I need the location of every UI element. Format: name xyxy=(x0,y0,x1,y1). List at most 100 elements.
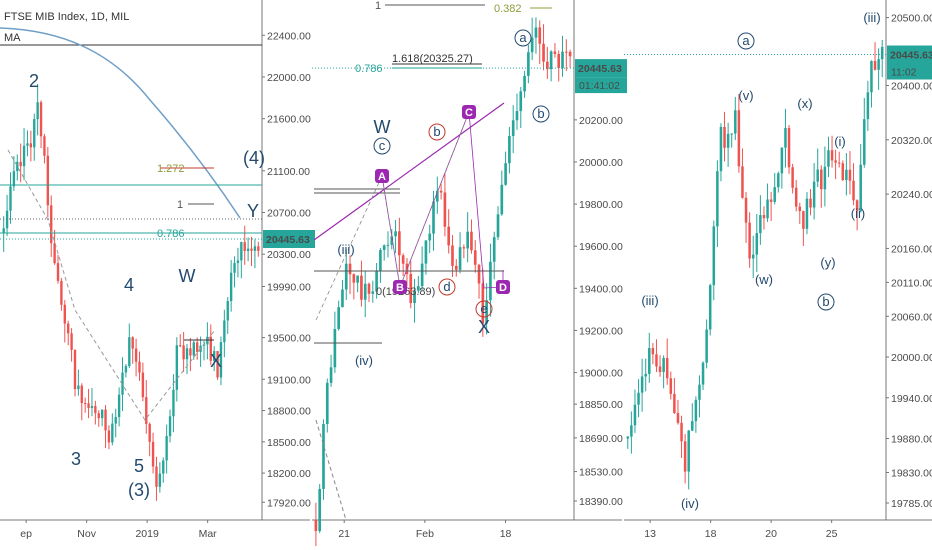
candle-body xyxy=(640,376,644,393)
candle-body xyxy=(145,397,148,424)
candle-body xyxy=(466,231,469,249)
candle-body xyxy=(253,246,257,251)
triangle-label-d: D xyxy=(496,280,510,294)
dashed-decline xyxy=(315,419,347,521)
candle-body xyxy=(557,53,561,68)
price-tick-label: 20500.00 xyxy=(891,13,932,25)
candle-body xyxy=(644,373,647,377)
candle-body xyxy=(124,366,128,373)
fib-1-label: 1 xyxy=(375,0,381,12)
candle-body xyxy=(443,192,447,227)
candle-body xyxy=(117,394,121,418)
candle-body xyxy=(852,180,855,201)
triangle-label-d-bg xyxy=(496,280,510,294)
price-tick-label: 18530.00 xyxy=(579,467,623,479)
moving-average-line xyxy=(0,27,241,219)
current-price-tag: 20445.63 xyxy=(263,230,315,249)
wave-label: X xyxy=(478,317,490,337)
candle-body xyxy=(87,403,90,408)
countdown-bg xyxy=(887,63,932,80)
candle-body xyxy=(83,403,87,405)
candle-body xyxy=(212,351,216,361)
wave-label-b-ring xyxy=(817,293,835,311)
wave-label-b: b xyxy=(428,123,446,141)
candle-body xyxy=(243,242,246,251)
candle-body xyxy=(219,342,223,378)
candle-body xyxy=(561,51,564,68)
candle-body xyxy=(802,211,805,229)
candle-body xyxy=(318,488,322,532)
candle-body xyxy=(485,300,488,324)
candle-body xyxy=(182,345,185,360)
candle-body xyxy=(67,323,70,334)
candle-body xyxy=(458,247,462,270)
candle-body xyxy=(508,135,511,164)
candle-body xyxy=(26,143,29,146)
current-price-tag-bg xyxy=(263,230,315,249)
current-price-tag-text: 20445.63 xyxy=(578,63,622,75)
fib-0382-label: 0.382 xyxy=(494,3,522,15)
candle-body xyxy=(759,215,762,234)
time-tick-label: 25 xyxy=(826,528,838,540)
time-tick-label: 13 xyxy=(644,528,656,540)
wave-label: 4 xyxy=(124,275,134,295)
candle-body xyxy=(538,27,542,44)
candle-body xyxy=(80,385,83,404)
candle-body xyxy=(655,354,658,367)
wave-label: (iv) xyxy=(681,496,699,511)
candle-body xyxy=(691,421,694,431)
wave-label: (i) xyxy=(834,134,846,149)
candle-body xyxy=(401,255,405,264)
candle-body xyxy=(223,320,226,343)
candle-body xyxy=(70,333,73,350)
candle-body xyxy=(189,348,192,356)
triangle-label-c-text: C xyxy=(465,107,473,119)
price-tick-label: 19100.00 xyxy=(267,374,311,386)
candle-body xyxy=(19,161,22,167)
candle-body xyxy=(424,240,428,264)
candle-body xyxy=(665,358,669,379)
wave-label-d-text: d xyxy=(443,279,450,294)
candle-body xyxy=(837,162,841,164)
candle-body xyxy=(859,164,862,212)
current-price-tag-text: 20445.63 xyxy=(266,234,310,246)
candle-body xyxy=(511,120,515,136)
candle-body xyxy=(741,166,744,198)
candle-body xyxy=(226,301,229,321)
candle-body xyxy=(500,184,504,215)
wave-label: (w) xyxy=(755,272,773,287)
candle-body xyxy=(325,382,329,425)
chart-title: FTSE MIB Index, 1D, MIL xyxy=(4,11,129,23)
candle-body xyxy=(462,247,466,249)
candle-body xyxy=(202,344,206,346)
wave-label-d-ring xyxy=(438,278,456,296)
candle-body xyxy=(56,263,60,281)
countdown-text: 11:02 xyxy=(891,66,917,78)
wave-label-d: d xyxy=(438,278,456,296)
candle-body xyxy=(185,348,189,360)
candle-body xyxy=(100,409,104,419)
candle-body xyxy=(22,145,26,167)
price-tick-label: 21600.00 xyxy=(267,114,311,126)
candle-body xyxy=(492,237,496,262)
triangle-label-c-bg xyxy=(462,105,476,119)
price-tick-label: 20400.00 xyxy=(891,80,932,92)
wave-label-b2: b xyxy=(532,105,550,123)
candle-body xyxy=(734,110,737,134)
price-tick-label: 19200.00 xyxy=(579,325,623,337)
price-tick-label: 19830.00 xyxy=(891,467,932,479)
candle-body xyxy=(390,236,394,245)
candle-body xyxy=(165,436,168,461)
candle-body xyxy=(36,102,39,120)
candle-body xyxy=(496,214,500,238)
wave-label: W xyxy=(374,117,391,137)
price-tick-label: 18500.00 xyxy=(267,437,311,449)
candle-body xyxy=(63,304,66,324)
wave-label-b: b xyxy=(817,293,835,311)
candle-body xyxy=(206,336,209,345)
wave-label: 2 xyxy=(29,71,39,91)
fib-1272-label: 1.272 xyxy=(157,163,185,175)
price-tick-label: 20060.00 xyxy=(891,311,932,323)
wave-label-b-text: b xyxy=(822,294,829,309)
